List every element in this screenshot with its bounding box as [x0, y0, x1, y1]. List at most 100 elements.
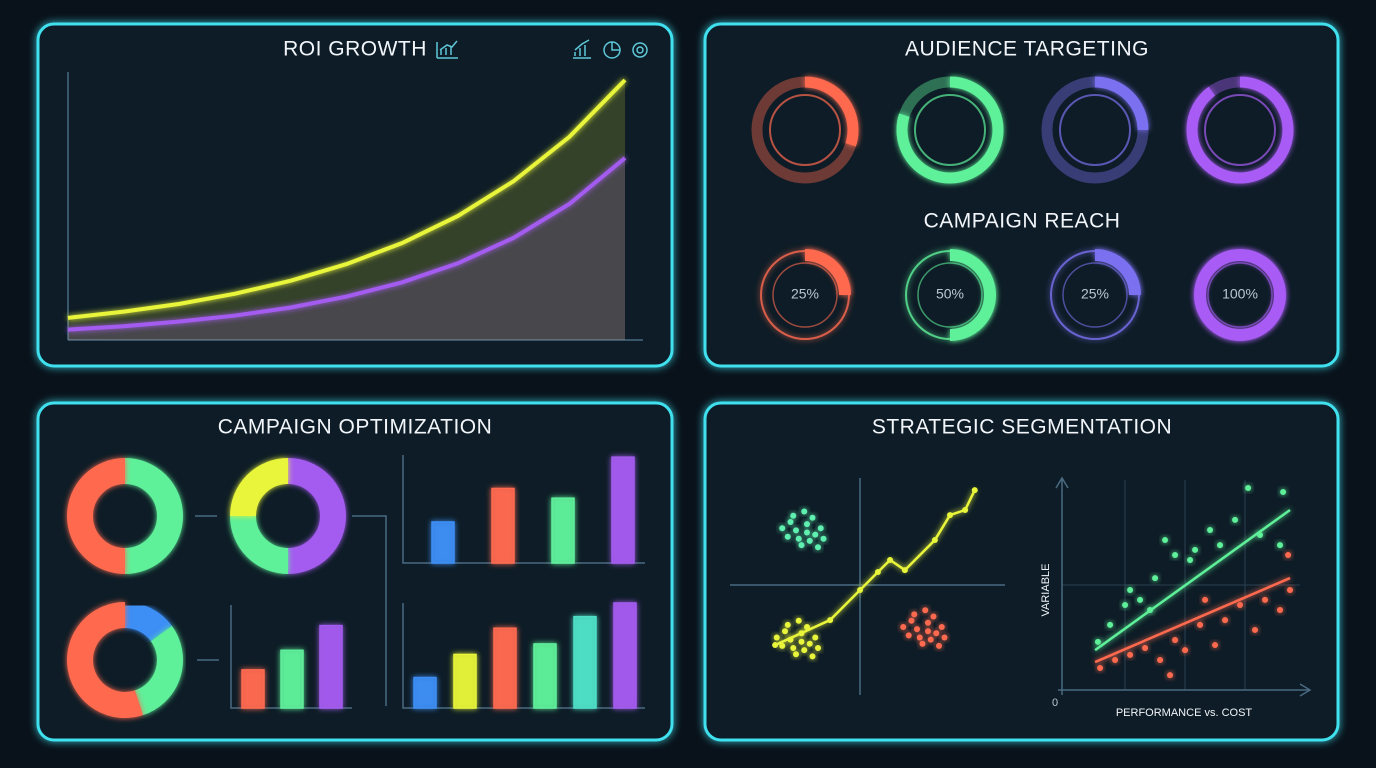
y-axis-label: VARIABLE: [1040, 564, 1052, 617]
point: [1127, 651, 1134, 658]
point: [927, 636, 934, 643]
point: [806, 640, 813, 647]
bar: [573, 615, 597, 709]
point: [1212, 642, 1219, 649]
connectors: [195, 515, 387, 706]
trend-point: [887, 557, 894, 564]
point: [793, 527, 799, 534]
point: [1245, 484, 1252, 491]
donut-segment: [67, 602, 143, 718]
point: [1237, 601, 1244, 608]
trend-point: [772, 642, 779, 649]
trend-point: [901, 567, 908, 574]
point: [1232, 516, 1239, 523]
point: [809, 514, 816, 521]
point: [1147, 606, 1154, 613]
ring-arc: [896, 76, 1004, 184]
trend-line: [1094, 576, 1291, 664]
point: [1094, 638, 1101, 645]
point: [1277, 606, 1284, 613]
point: [1207, 526, 1214, 533]
point: [1217, 542, 1224, 549]
point: [809, 653, 816, 660]
point: [1202, 596, 1209, 603]
panel: [703, 22, 1340, 368]
gauge-label: 25%: [791, 286, 819, 302]
panel: [36, 22, 674, 368]
point: [1280, 488, 1287, 495]
bar: [319, 624, 343, 709]
donut-segment: [124, 458, 183, 574]
bar: [491, 487, 515, 564]
panel-title: AUDIENCE TARGETING: [905, 38, 1149, 61]
point: [812, 634, 819, 641]
point: [1152, 575, 1159, 582]
donut-segment: [287, 458, 346, 574]
gauge-label: 100%: [1222, 286, 1258, 302]
bar: [533, 643, 557, 709]
point: [1112, 656, 1119, 663]
point: [779, 525, 786, 532]
bar: [613, 602, 637, 709]
donut-segment: [67, 458, 126, 574]
bar: [413, 676, 437, 709]
point: [787, 636, 794, 643]
point: [1172, 637, 1179, 644]
ring-inner: [769, 94, 841, 166]
axes: [230, 605, 352, 709]
point: [1192, 546, 1199, 553]
point: [815, 544, 821, 551]
point: [925, 619, 931, 626]
point: [1277, 542, 1284, 549]
trend-point: [931, 537, 938, 544]
trend-point: [857, 587, 864, 594]
gauge-label: 25%: [1081, 286, 1109, 302]
point: [815, 645, 821, 651]
point: [1222, 617, 1229, 624]
point: [936, 642, 942, 649]
point: [795, 535, 802, 542]
bar: [431, 521, 455, 564]
point: [790, 645, 797, 651]
point: [900, 624, 907, 630]
point: [914, 626, 920, 633]
point: [1142, 645, 1149, 651]
point: [806, 537, 813, 544]
point: [790, 512, 797, 519]
point: [916, 634, 923, 641]
point: [919, 640, 926, 647]
ring-arc: [804, 76, 859, 147]
bar: [493, 627, 517, 709]
point: [1137, 596, 1144, 603]
point: [798, 630, 805, 637]
gauge-inner: [1062, 262, 1128, 328]
point: [905, 632, 912, 639]
point: [812, 531, 819, 538]
gauge-arc: [1094, 249, 1141, 296]
icons: [436, 39, 648, 59]
ring-inner: [1204, 94, 1276, 166]
trend-point: [947, 512, 953, 519]
x-axis-label: PERFORMANCE vs. COST: [1116, 707, 1253, 719]
gauge-arc: [1194, 249, 1286, 341]
point: [941, 634, 948, 641]
trend-point: [962, 507, 969, 514]
point: [804, 624, 810, 630]
point: [1197, 621, 1204, 628]
axes: [1055, 476, 1312, 697]
point: [820, 535, 827, 542]
point: [1107, 621, 1114, 628]
panel-title: CAMPAIGN OPTIMIZATION: [218, 416, 493, 439]
point: [801, 647, 808, 654]
point: [1257, 532, 1264, 539]
donut-segment: [134, 625, 183, 716]
point: [1097, 664, 1104, 671]
ring-inner: [1059, 94, 1131, 166]
donut-segment: [230, 458, 289, 517]
area: [68, 80, 625, 340]
panel: [703, 401, 1340, 742]
panel-title: STRATEGIC SEGMENTATION: [872, 416, 1172, 439]
point: [793, 651, 799, 658]
point: [1172, 551, 1179, 558]
